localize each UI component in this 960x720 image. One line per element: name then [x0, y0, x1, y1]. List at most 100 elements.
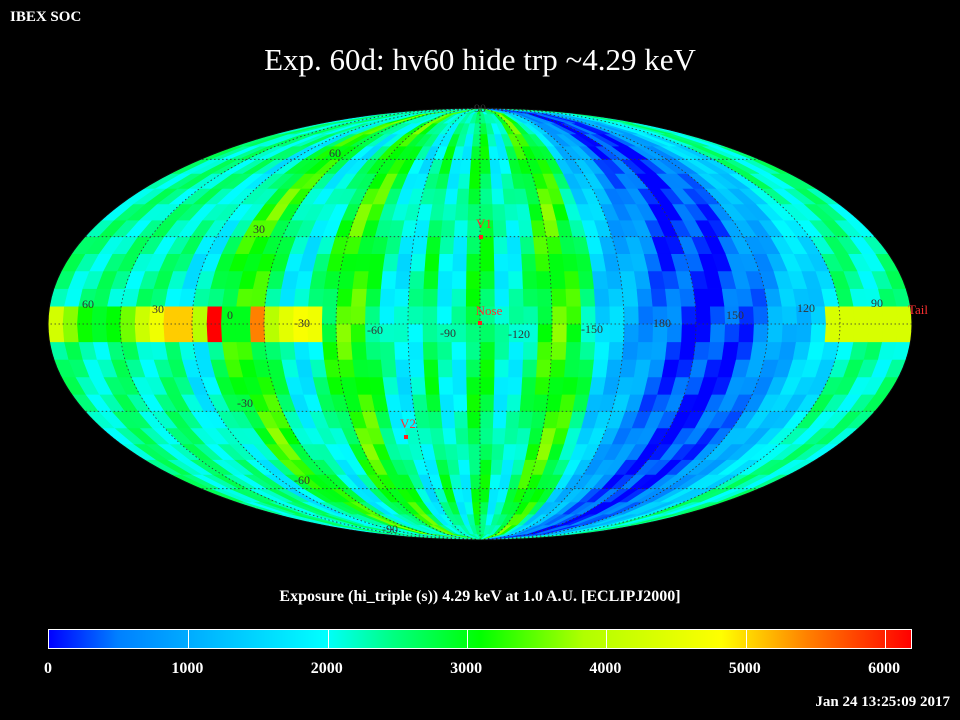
exposure-cell: [393, 288, 410, 307]
exposure-cell: [619, 359, 637, 378]
exposure-cell: [364, 341, 381, 360]
exposure-cell: [450, 288, 467, 307]
exposure-cell: [505, 236, 522, 254]
exposure-cell: [221, 341, 239, 360]
marker-dot: [404, 435, 408, 439]
exposure-cell: [350, 288, 367, 307]
exposure-cell: [593, 288, 610, 307]
exposure-cell: [407, 305, 423, 325]
exposure-cell: [479, 393, 494, 412]
exposure-cell: [336, 341, 353, 360]
exposure-cell: [881, 323, 898, 343]
exposure-cell: [457, 173, 471, 189]
exposure-cell: [550, 288, 567, 307]
exposure-cell: [350, 323, 366, 343]
exposure-cell: [492, 219, 507, 237]
exposure-cell: [547, 376, 565, 395]
exposure-cell: [500, 173, 514, 189]
exposure-cell: [436, 288, 452, 307]
exposure-cell: [364, 305, 380, 325]
exposure-cell: [522, 288, 538, 307]
exposure-cell: [579, 288, 596, 307]
exposure-cell: [607, 288, 624, 307]
exposure-cell: [735, 341, 754, 360]
exposure-cell: [450, 305, 466, 325]
exposure-cell: [134, 305, 151, 325]
exposure-cell: [411, 393, 428, 412]
exposure-cell: [488, 474, 502, 490]
exposure-cell: [425, 393, 441, 412]
exposure-cell: [574, 376, 593, 395]
exposure-cell: [694, 323, 711, 343]
latitude-label: -60: [294, 473, 310, 487]
exposure-cell: [336, 288, 353, 307]
exposure-cell: [191, 323, 208, 343]
exposure-cell: [635, 288, 653, 307]
exposure-cell: [206, 323, 223, 343]
exposure-cell: [337, 359, 355, 378]
exposure-cell: [423, 253, 440, 272]
exposure-cell: [522, 341, 538, 360]
exposure-cell: [492, 410, 507, 429]
exposure-cell: [441, 203, 457, 221]
exposure-cell: [579, 341, 596, 360]
exposure-cell: [492, 236, 508, 254]
exposure-cell: [493, 253, 509, 272]
exposure-cell: [479, 145, 490, 160]
exposure-cell: [465, 359, 481, 378]
exposure-cell: [407, 341, 424, 360]
exposure-cell: [62, 323, 79, 343]
exposure-cell: [455, 188, 470, 205]
exposure-cell: [706, 341, 725, 360]
exposure-cell: [479, 253, 495, 272]
exposure-cell: [493, 341, 510, 360]
exposure-cell: [426, 410, 443, 429]
exposure-cell: [547, 253, 565, 272]
exposure-cell: [422, 288, 438, 307]
exposure-cell: [465, 270, 481, 289]
exposure-cell: [664, 288, 682, 307]
exposure-cell: [721, 341, 739, 360]
exposure-cell: [536, 341, 553, 360]
exposure-cell: [508, 288, 524, 307]
exposure-cell: [537, 323, 553, 343]
exposure-cell: [451, 376, 467, 395]
exposure-cell: [678, 288, 696, 307]
exposure-cell: [479, 501, 489, 515]
colorbar-tick-label: 0: [44, 660, 52, 677]
exposure-cell: [350, 305, 366, 325]
exposure-cell: [264, 341, 282, 360]
exposure-cell: [723, 323, 740, 343]
exposure-cell: [493, 376, 509, 395]
exposure-cell: [549, 270, 566, 289]
exposure-cell: [465, 341, 481, 360]
exposure-cell: [307, 288, 325, 307]
exposure-cell: [545, 393, 563, 412]
exposure-cell: [307, 341, 325, 360]
exposure-cell: [364, 288, 381, 307]
exposure-cell: [467, 188, 481, 205]
exposure-cell: [394, 270, 411, 289]
exposure-cell: [522, 305, 538, 325]
exposure-cell: [436, 305, 452, 325]
exposure-cell: [425, 236, 441, 254]
exposure-cell: [608, 323, 625, 343]
exposure-cell: [706, 288, 725, 307]
exposure-cell: [563, 270, 580, 289]
exposure-cell: [494, 323, 510, 343]
exposure-cell: [76, 323, 93, 343]
exposure-cell: [577, 359, 594, 378]
timestamp: Jan 24 13:25:09 2017: [815, 694, 950, 710]
exposure-cell: [488, 159, 502, 174]
exposure-cell: [366, 359, 383, 378]
exposure-cell: [479, 122, 488, 135]
exposure-cell: [534, 376, 551, 395]
exposure-cell: [809, 323, 826, 343]
exposure-cell: [507, 270, 523, 289]
longitude-label: 30: [152, 302, 164, 316]
map-markers: V1 Nose V2 Tail: [400, 216, 928, 439]
exposure-cell: [623, 323, 639, 343]
exposure-cell: [466, 236, 481, 254]
exposure-cell: [838, 305, 855, 325]
exposure-cell: [637, 305, 654, 325]
